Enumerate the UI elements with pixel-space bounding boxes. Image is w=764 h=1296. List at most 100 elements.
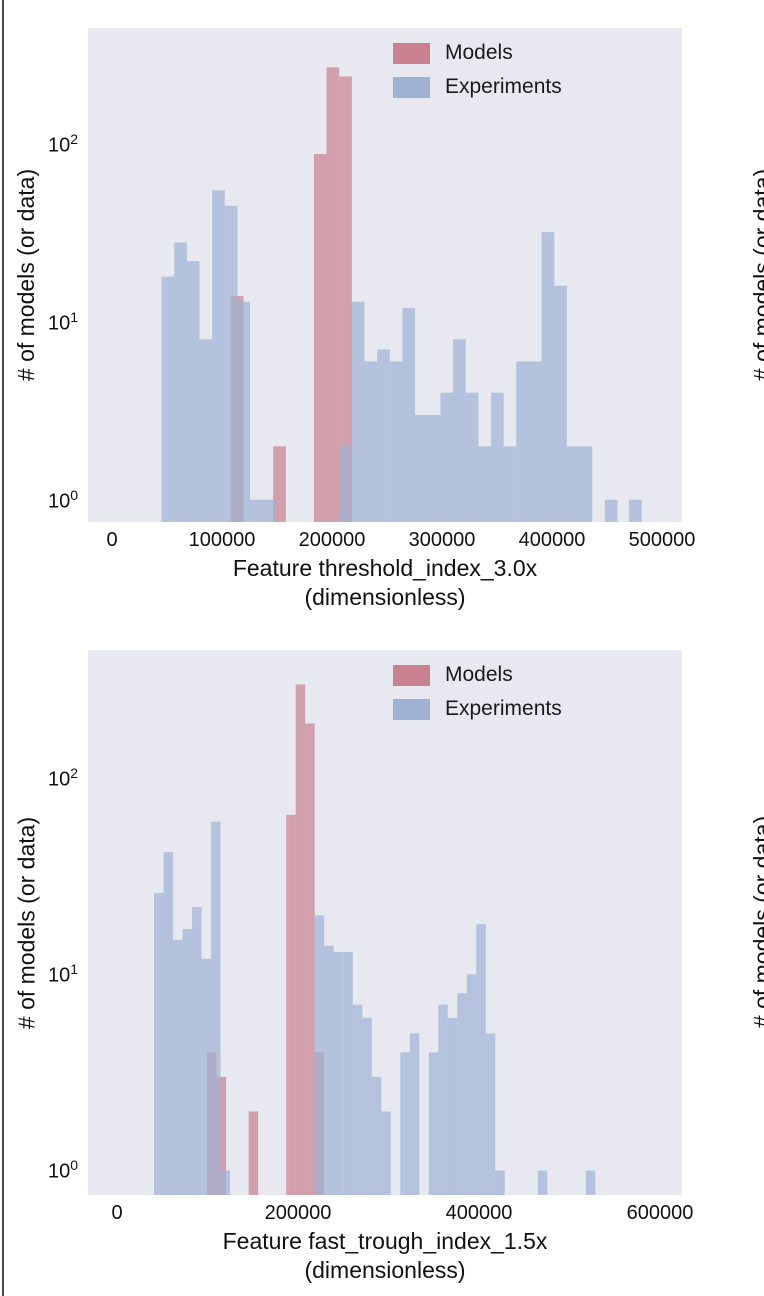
bar-experiments [438,1004,448,1195]
bars-svg [161,67,642,522]
bar-models [216,1076,227,1195]
bar-experiments [566,446,580,522]
legend-label-models: Models [445,41,513,64]
legend-item-models: Models [393,42,562,64]
bar-models [313,154,327,522]
bar-experiments [371,1076,382,1195]
bar-models [314,1052,325,1195]
x-tick-label: 200000 [298,529,366,551]
x-tick-label: 300000 [408,529,476,551]
plot-area-fast-trough-index: Models Experiments [88,650,682,1195]
y-axis-label: # of models (or data) [13,816,39,1029]
bar-experiments [537,1170,548,1195]
bar-experiments [585,1170,596,1195]
x-tick-label: 200000 [264,1202,332,1224]
bar-experiments [324,945,334,1195]
bar-experiments [163,852,174,1195]
bar-experiments [161,276,175,522]
bar-experiments [428,1052,439,1195]
bar-experiments [457,993,467,1195]
models-swatch [393,42,430,64]
y-tick-label: 102 [47,765,78,791]
bar-experiments [314,915,325,1195]
bar-experiments [199,339,213,522]
bar-experiments [478,446,491,522]
adjacent-plot-ylabel-bottom: # of models (or data) [749,815,764,1028]
x-tick-label: 400000 [518,529,586,551]
bar-experiments [447,1017,458,1195]
bar-experiments [212,190,225,522]
y-tick-label: 101 [47,308,78,335]
bar-models [305,723,315,1195]
legend: Models Experiments [393,664,562,720]
x-tick-label: 100000 [188,529,256,551]
bar-experiments [237,301,251,522]
bar-experiments [250,499,263,522]
x-tick-label: 0 [111,1202,123,1224]
x-axis-label-line1: Feature fast_trough_index_1.5x [222,1228,548,1254]
figure-left-border [2,0,4,1296]
bar-experiments [440,392,454,522]
bar-experiments [402,307,416,522]
bar-experiments [629,499,642,522]
bar-experiments [351,301,365,522]
bar-experiments [362,1017,372,1195]
bar-experiments [400,1052,410,1195]
bar-experiments [201,958,212,1195]
bar-models [295,684,306,1195]
bar-experiments [409,1033,420,1195]
bar-experiments [211,821,221,1195]
bar-experiments [174,242,187,522]
bar-experiments [528,361,542,522]
bar-models [286,814,296,1195]
bar-experiments [476,924,486,1195]
bar-experiments [415,414,428,522]
y-tick-label: 100 [47,486,78,513]
bar-experiments [541,232,555,522]
bar-experiments [343,952,353,1195]
bar-experiments [192,907,202,1195]
bar-experiments [220,1170,231,1195]
bar-experiments [186,261,200,522]
bar-experiments [554,285,567,522]
models-swatch [393,664,430,686]
bar-experiments [495,1170,505,1195]
x-axis-label-line1: Feature threshold_index_3.0x [232,555,538,581]
legend-label-experiments: Experiments [445,697,562,720]
bar-experiments [352,1004,363,1195]
bar-experiments [364,361,378,522]
x-axis-label-line2: (dimensionless) [304,584,466,610]
bar-experiments [453,339,466,522]
legend-label-experiments: Experiments [445,75,562,98]
x-tick-label: 0 [106,529,118,551]
legend-item-experiments: Experiments [393,698,562,720]
bar-experiments [182,929,193,1195]
bar-experiments [377,349,390,522]
bar-experiments [579,446,593,522]
bar-experiments [154,892,164,1195]
bar-models [339,76,352,522]
legend-item-experiments: Experiments [393,76,562,98]
bar-experiments [485,1033,496,1195]
experiments-swatch [393,698,430,720]
x-tick-label: 500000 [628,529,696,551]
y-tick-label: 102 [47,131,78,157]
bar-experiments [262,499,276,522]
bar-models [273,446,286,522]
bar-experiments [491,392,504,522]
bar-experiments [604,499,618,522]
bar-experiments [503,446,517,522]
y-axis-label: # of models (or data) [13,168,39,382]
bar-experiments [516,361,529,522]
bar-models [326,67,340,522]
bar-experiments [427,414,441,522]
bar-experiments [389,361,403,522]
bar-models [248,1111,259,1195]
bar-models [207,1052,217,1195]
bar-models [230,296,244,522]
bar-experiments [381,1111,391,1195]
bar-experiments [339,446,352,522]
